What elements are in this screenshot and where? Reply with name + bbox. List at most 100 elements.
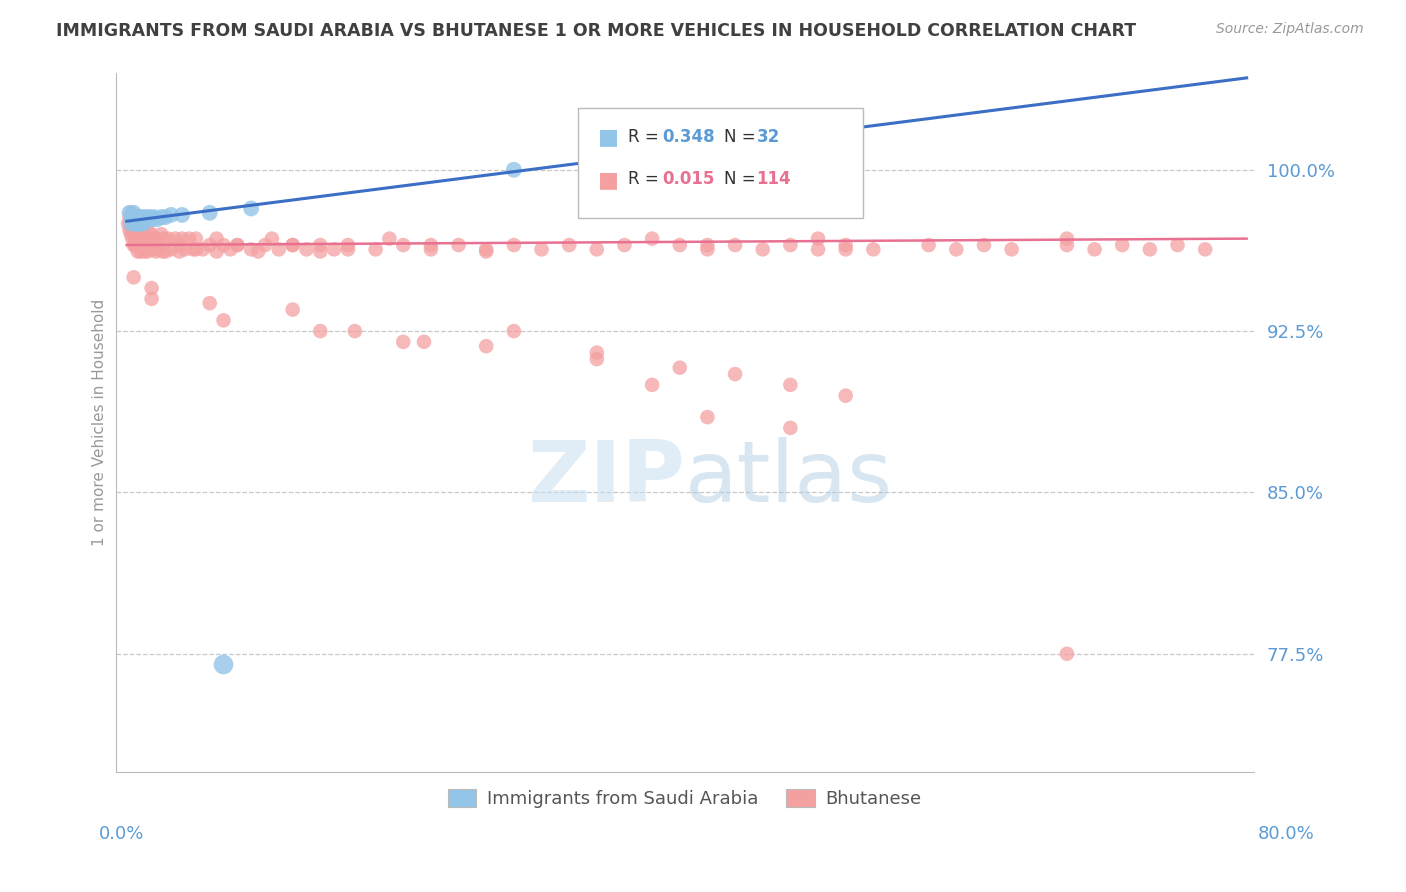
Text: 32: 32 — [756, 128, 780, 145]
Point — [973, 238, 995, 252]
Point — [834, 238, 856, 252]
Point — [121, 210, 143, 224]
Point — [139, 210, 162, 224]
Point — [146, 212, 169, 227]
Point — [240, 243, 263, 257]
Point — [165, 232, 187, 246]
Point — [779, 377, 801, 392]
Point — [121, 232, 143, 246]
Point — [132, 210, 155, 224]
Point — [120, 206, 142, 220]
Point — [120, 227, 142, 242]
Point — [117, 217, 139, 231]
Point — [226, 238, 249, 252]
Point — [124, 227, 146, 242]
Point — [226, 238, 249, 252]
Point — [125, 217, 148, 231]
Point — [141, 292, 163, 306]
Point — [128, 238, 150, 252]
Point — [120, 217, 142, 231]
Point — [945, 243, 967, 257]
Point — [295, 243, 318, 257]
Point — [219, 243, 242, 257]
Point — [135, 212, 157, 227]
Point — [122, 270, 145, 285]
Point — [724, 238, 747, 252]
Point — [138, 232, 160, 246]
Point — [1056, 238, 1078, 252]
Legend: Immigrants from Saudi Arabia, Bhutanese: Immigrants from Saudi Arabia, Bhutanese — [440, 782, 929, 815]
Point — [152, 244, 174, 259]
Text: atlas: atlas — [685, 437, 893, 520]
Point — [150, 210, 173, 224]
Point — [475, 243, 498, 257]
Point — [122, 238, 145, 252]
Point — [1056, 232, 1078, 246]
Point — [122, 206, 145, 220]
Point — [309, 238, 332, 252]
Point — [121, 223, 143, 237]
Point — [127, 210, 149, 224]
Point — [141, 212, 163, 227]
Point — [247, 244, 270, 259]
Point — [153, 232, 176, 246]
Point — [124, 217, 146, 231]
Point — [132, 217, 155, 231]
Point — [125, 227, 148, 242]
Text: 0.348: 0.348 — [662, 128, 714, 145]
Point — [779, 421, 801, 435]
Text: N =: N = — [724, 170, 761, 188]
Point — [131, 223, 153, 237]
Point — [1083, 243, 1105, 257]
Point — [129, 217, 152, 231]
Point — [125, 210, 148, 224]
Point — [129, 244, 152, 259]
Point — [141, 281, 163, 295]
Point — [323, 243, 346, 257]
Point — [127, 217, 149, 231]
Point — [198, 238, 221, 252]
Point — [127, 217, 149, 231]
Point — [150, 227, 173, 242]
Point — [131, 238, 153, 252]
Point — [779, 238, 801, 252]
Point — [127, 244, 149, 259]
Point — [160, 208, 183, 222]
Point — [281, 238, 304, 252]
Text: ■: ■ — [598, 170, 619, 190]
Point — [212, 238, 235, 252]
Point — [502, 238, 524, 252]
Point — [364, 243, 387, 257]
Point — [198, 206, 221, 220]
Point — [205, 244, 228, 259]
Point — [336, 238, 359, 252]
Point — [124, 217, 146, 231]
Text: R =: R = — [628, 170, 665, 188]
Point — [696, 238, 718, 252]
Point — [122, 217, 145, 231]
Point — [134, 212, 156, 227]
Point — [585, 345, 607, 359]
Point — [807, 232, 830, 246]
Point — [132, 223, 155, 237]
Point — [834, 389, 856, 403]
Point — [343, 324, 366, 338]
Point — [558, 238, 581, 252]
Point — [173, 243, 195, 257]
Point — [125, 238, 148, 252]
Point — [751, 243, 773, 257]
Point — [917, 238, 939, 252]
Point — [184, 243, 207, 257]
Point — [146, 232, 169, 246]
Point — [530, 243, 553, 257]
Point — [129, 232, 152, 246]
Point — [641, 232, 664, 246]
Point — [585, 352, 607, 367]
Point — [143, 232, 166, 246]
Text: IMMIGRANTS FROM SAUDI ARABIA VS BHUTANESE 1 OR MORE VEHICLES IN HOUSEHOLD CORREL: IMMIGRANTS FROM SAUDI ARABIA VS BHUTANES… — [56, 22, 1136, 40]
Point — [145, 244, 167, 259]
Point — [128, 217, 150, 231]
Point — [181, 243, 204, 257]
Point — [128, 212, 150, 227]
Point — [121, 210, 143, 224]
